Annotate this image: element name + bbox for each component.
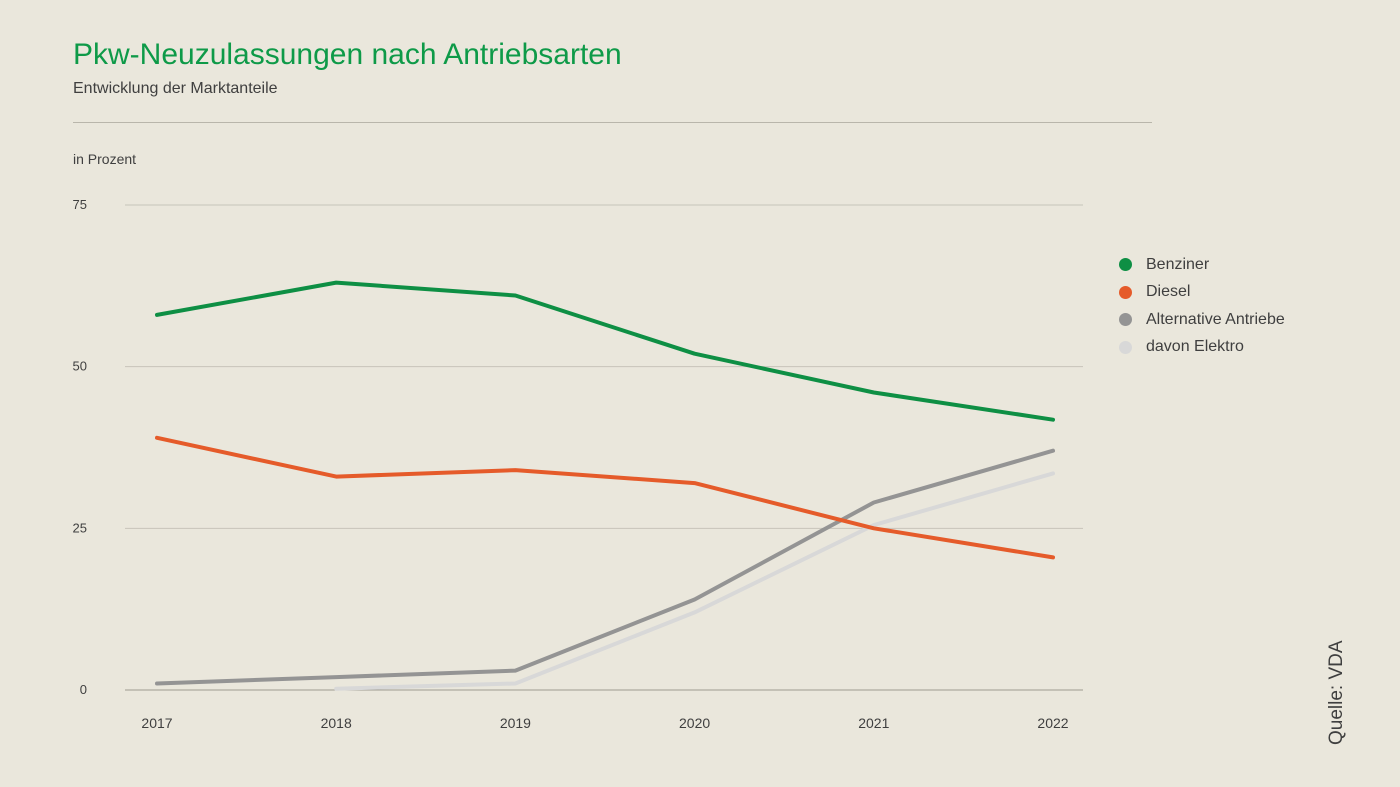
- y-axis-label: in Prozent: [73, 151, 137, 167]
- legend-label: Benziner: [1146, 255, 1210, 273]
- legend-item-diesel: Diesel: [1119, 279, 1285, 307]
- title-divider: [73, 122, 1152, 123]
- y-tick-label-0: 0: [80, 682, 87, 697]
- series-line-diesel: [155, 435, 1055, 560]
- legend-label: Diesel: [1146, 283, 1191, 301]
- series-line-benziner: [155, 280, 1055, 422]
- x-tick-label-2020: 2020: [679, 715, 710, 731]
- chart-legend: Benziner Diesel Alternative Antriebe davon …: [1119, 251, 1285, 361]
- legend-dot-icon: [1119, 258, 1132, 272]
- y-tick-label-50: 50: [73, 359, 87, 374]
- legend-dot-icon: [1119, 313, 1132, 327]
- legend-label: Alternative Antriebe: [1146, 310, 1285, 328]
- legend-item-davon-elektro: davon Elektro: [1119, 334, 1285, 362]
- series-line-davon-elektro: [334, 471, 1055, 691]
- chart-title: Pkw-Neuzulassungen nach Antriebsarten: [73, 38, 622, 71]
- chart-subtitle: Entwicklung der Marktanteile: [73, 80, 278, 97]
- x-tick-label-2019: 2019: [500, 715, 531, 731]
- legend-item-alternative-antriebe: Alternative Antriebe: [1119, 306, 1285, 334]
- legend-dot-icon: [1119, 285, 1132, 299]
- legend-dot-icon: [1119, 340, 1132, 354]
- x-tick-label-2017: 2017: [141, 715, 172, 731]
- legend-label: davon Elektro: [1146, 338, 1244, 356]
- x-tick-label-2022: 2022: [1037, 715, 1068, 731]
- x-tick-label-2018: 2018: [321, 715, 352, 731]
- x-tick-label-2021: 2021: [858, 715, 889, 731]
- source-note: Quelle: VDA: [1326, 640, 1347, 745]
- legend-item-benziner: Benziner: [1119, 251, 1285, 279]
- series-line-alternative-antriebe: [155, 448, 1055, 686]
- y-tick-label-75: 75: [73, 197, 87, 212]
- y-tick-label-25: 25: [73, 520, 87, 535]
